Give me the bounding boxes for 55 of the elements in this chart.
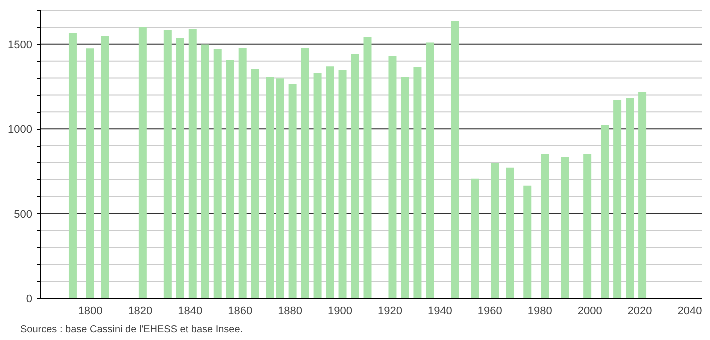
x-tick-label: 1840 — [178, 306, 203, 318]
source-note: Sources : base Cassini de l'EHESS et base Insee. — [20, 324, 244, 336]
bar — [68, 33, 77, 298]
bar — [471, 178, 480, 298]
bar — [614, 100, 622, 298]
bar — [426, 42, 434, 298]
bar — [388, 56, 397, 298]
bar — [214, 49, 222, 298]
y-tick-label: 500 — [14, 208, 33, 221]
bar — [326, 66, 334, 298]
bar — [451, 22, 460, 298]
x-tick-label: 2000 — [578, 306, 602, 318]
bar — [86, 48, 94, 298]
bar — [506, 168, 514, 298]
bar — [266, 77, 274, 298]
y-tick-label: 1000 — [8, 124, 33, 136]
bar — [626, 98, 634, 298]
x-tick-label: 1880 — [278, 306, 303, 318]
bar — [541, 154, 550, 298]
x-tick-label: 1820 — [128, 306, 153, 318]
x-tick-label: 1940 — [428, 306, 452, 318]
x-tick-label: 1960 — [478, 306, 502, 318]
bar — [176, 38, 184, 298]
bar — [561, 157, 570, 298]
bar — [164, 30, 172, 298]
bar — [188, 29, 197, 298]
x-tick-label: 2020 — [628, 306, 652, 318]
bar — [638, 92, 647, 298]
bar — [584, 154, 592, 298]
bar — [301, 48, 310, 298]
bar — [351, 54, 360, 298]
bar — [101, 36, 110, 298]
bar — [491, 163, 500, 298]
bar — [401, 77, 410, 298]
bar — [238, 48, 247, 298]
x-tick-label: 2040 — [678, 306, 702, 318]
bar — [524, 186, 532, 298]
x-tick-label: 1900 — [328, 306, 353, 318]
bar — [338, 70, 347, 298]
x-tick-label: 1800 — [78, 306, 103, 318]
x-tick-label: 1860 — [228, 306, 253, 318]
bar — [288, 84, 297, 298]
bar — [414, 67, 422, 298]
bar — [138, 27, 147, 298]
bar — [201, 44, 210, 298]
bar — [276, 78, 284, 298]
bar — [314, 73, 322, 298]
bar — [364, 37, 372, 298]
x-tick-label: 1980 — [528, 306, 552, 318]
x-tick-label: 1920 — [378, 306, 402, 318]
bar — [251, 69, 260, 298]
y-tick-label: 1500 — [8, 39, 33, 52]
y-tick-label: 0 — [26, 294, 33, 306]
bar — [601, 125, 610, 298]
bar — [226, 60, 234, 298]
